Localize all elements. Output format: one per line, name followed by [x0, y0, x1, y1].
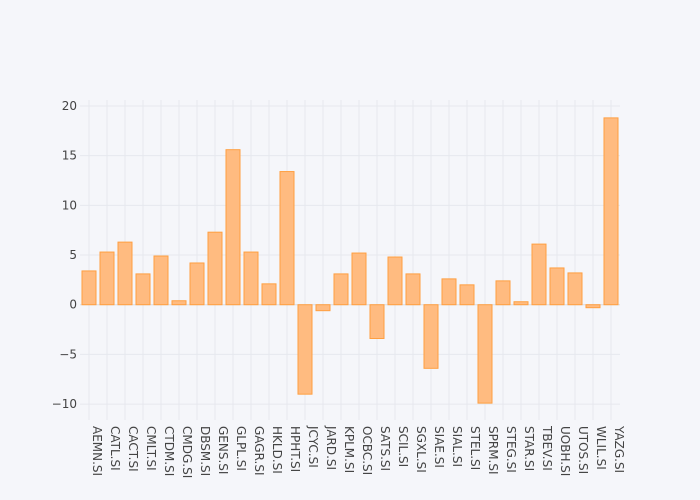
bar-sprm-si[interactable] — [477, 304, 493, 404]
x-tick-label: STAR.SI — [522, 426, 536, 471]
bar-stel-si[interactable] — [459, 284, 475, 306]
x-tick-label: CACT.SI — [126, 426, 140, 472]
x-tick-label: SIAE.SI — [432, 426, 446, 468]
bar-gagr-si[interactable] — [243, 251, 259, 306]
bar-sats-si[interactable] — [369, 304, 385, 340]
bar-aemn-si[interactable] — [81, 270, 97, 306]
bar-hpht-si[interactable] — [279, 171, 295, 306]
bar-jcyc-si[interactable] — [297, 304, 313, 395]
bar-steg-si[interactable] — [495, 280, 511, 306]
y-tick-label: −5 — [59, 347, 77, 361]
bar-siae-si[interactable] — [423, 304, 439, 369]
y-tick-label: 15 — [62, 149, 77, 163]
bar-glpl-si[interactable] — [225, 149, 241, 306]
bar-ocbc-si[interactable] — [351, 252, 367, 306]
x-tick-label: UOBH.SI — [558, 426, 572, 476]
x-axis-ticks: AEMN.SI CATL.SI CACT.SI CMLT.SI CTDM.SI CMDG.… — [90, 425, 626, 478]
bar-cmdg-si[interactable] — [171, 300, 187, 306]
x-tick-label: HKLD.SI — [270, 426, 284, 474]
x-tick-label: OCBC.SI — [360, 426, 374, 475]
x-tick-label: GLPL.SI — [234, 426, 248, 471]
x-tick-label: STEL.SI — [468, 426, 482, 470]
bar-dbsm-si[interactable] — [189, 262, 205, 306]
x-tick-label: STEG.SI — [504, 426, 518, 473]
bar-hkld-si[interactable] — [261, 283, 277, 306]
x-tick-label: YAZG.SI — [612, 425, 626, 473]
x-tick-label: AEMN.SI — [90, 426, 104, 476]
x-tick-label: JCYC.SI — [306, 425, 320, 468]
x-tick-label: SCIL.SI — [396, 426, 410, 467]
bar-jard-si[interactable] — [315, 304, 331, 312]
bar-kplm-si[interactable] — [333, 273, 349, 306]
x-tick-label: KPLM.SI — [342, 426, 356, 473]
x-tick-label: HPHT.SI — [288, 426, 302, 472]
y-axis-ticks: −10 −5 0 5 10 15 20 — [52, 99, 77, 411]
x-tick-label: SATS.SI — [378, 426, 392, 471]
bar-uobh-si[interactable] — [549, 267, 565, 306]
x-tick-label: CMLT.SI — [144, 426, 158, 471]
bar-yazg-si[interactable] — [603, 117, 619, 306]
bar-tbev-si[interactable] — [531, 243, 547, 306]
bars — [81, 117, 619, 404]
bar-cmlt-si[interactable] — [135, 273, 151, 306]
x-tick-label: UTOS.SI — [576, 426, 590, 474]
bar-catl-si[interactable] — [99, 251, 115, 306]
x-tick-label: SIAL.SI — [450, 426, 464, 467]
bar-sial-si[interactable] — [441, 278, 457, 306]
x-tick-label: CMDG.SI — [180, 426, 194, 478]
bar-star-si[interactable] — [513, 301, 529, 306]
x-tick-label: WLIL.SI — [594, 426, 608, 470]
x-tick-label: SPRM.SI — [486, 426, 500, 475]
x-tick-label: GENS.SI — [216, 426, 230, 474]
y-tick-label: 0 — [69, 298, 77, 312]
bar-utos-si[interactable] — [567, 272, 583, 306]
y-tick-label: 5 — [69, 248, 77, 262]
x-tick-label: TBEV.SI — [540, 425, 554, 471]
y-tick-label: 20 — [62, 99, 77, 113]
bar-sgxl-si[interactable] — [405, 273, 421, 306]
bar-scil-si[interactable] — [387, 256, 403, 306]
bar-ctdm-si[interactable] — [153, 255, 169, 306]
x-tick-label: CTDM.SI — [162, 426, 176, 476]
bar-gens-si[interactable] — [207, 231, 223, 306]
bar-wlil-si[interactable] — [585, 304, 601, 309]
x-tick-label: SGXL.SI — [414, 426, 428, 473]
x-tick-label: DBSM.SI — [198, 426, 212, 476]
bar-cact-si[interactable] — [117, 241, 133, 306]
x-tick-label: CATL.SI — [108, 426, 122, 471]
x-tick-label: GAGR.SI — [252, 426, 266, 475]
x-tick-label: JARD.SI — [324, 425, 338, 470]
y-tick-label: −10 — [52, 397, 77, 411]
y-tick-label: 10 — [62, 198, 77, 212]
